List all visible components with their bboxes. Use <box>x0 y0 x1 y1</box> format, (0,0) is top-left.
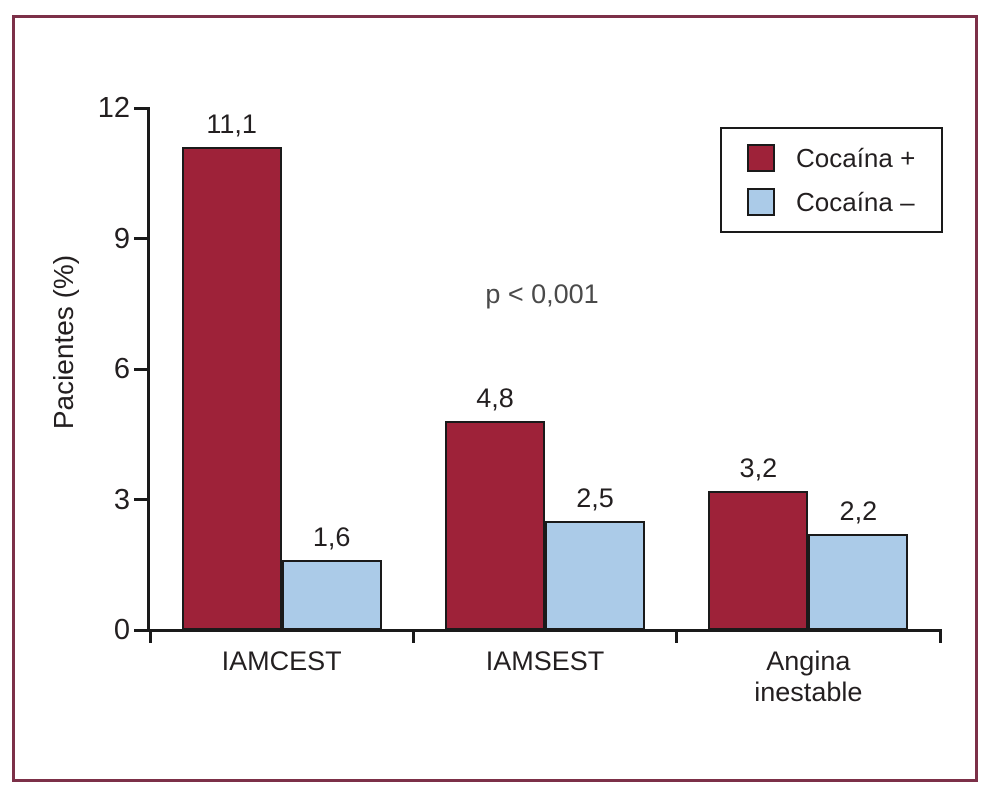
legend-item: Cocaína + <box>747 143 941 174</box>
bar-negative <box>281 560 382 630</box>
y-tick-label: 9 <box>113 222 130 255</box>
legend-label: Cocaína – <box>796 186 915 217</box>
value-label: 11,1 <box>206 109 257 140</box>
value-label: 4,8 <box>476 383 514 414</box>
legend-swatch <box>747 188 775 216</box>
y-tick <box>134 106 147 110</box>
bar-negative <box>545 521 645 630</box>
legend-label: Cocaína + <box>796 142 916 173</box>
value-label: 1,6 <box>312 522 351 553</box>
y-tick <box>134 367 147 371</box>
figure-border <box>12 15 978 782</box>
bar-negative <box>808 534 909 630</box>
x-tick <box>938 631 942 643</box>
x-tick <box>675 631 679 643</box>
bar-positive <box>181 147 282 630</box>
y-tick <box>134 498 147 501</box>
x-tick <box>411 631 415 643</box>
value-label: 2,5 <box>576 483 614 514</box>
bar-positive <box>708 490 809 630</box>
y-tick-label: 0 <box>113 614 130 646</box>
y-tick-label: 12 <box>97 92 130 124</box>
y-tick <box>134 237 147 240</box>
p-value-annotation: p < 0,001 <box>485 279 599 309</box>
y-tick <box>134 628 147 632</box>
x-tick <box>148 631 152 643</box>
category-label: IAMCEST <box>221 646 342 676</box>
value-label: 3,2 <box>739 452 778 483</box>
x-axis-line <box>147 629 942 632</box>
y-axis-line <box>147 107 150 632</box>
y-tick-label: 6 <box>113 353 130 385</box>
legend: Cocaína + Cocaína – <box>720 127 943 233</box>
legend-item: Cocaína – <box>747 187 941 218</box>
category-label: IAMSEST <box>485 646 605 676</box>
legend-swatch <box>747 144 775 172</box>
bar-positive <box>445 421 545 630</box>
value-label: 2,2 <box>839 496 878 527</box>
y-tick-label: 3 <box>113 483 130 516</box>
category-label: Angina inestable <box>754 646 863 707</box>
